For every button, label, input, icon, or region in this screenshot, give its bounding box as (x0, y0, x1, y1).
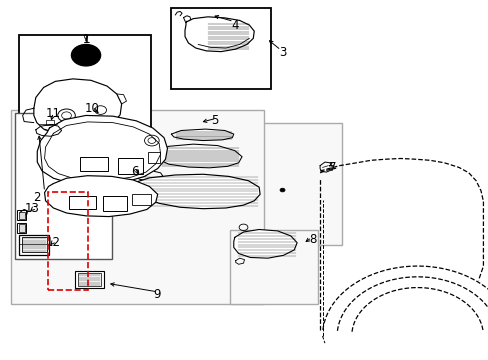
Bar (19, 35, 151, 158)
Text: 7: 7 (328, 161, 335, 174)
Circle shape (71, 44, 101, 66)
Text: 1: 1 (82, 33, 90, 46)
Bar (103, 197, 127, 211)
Text: 13: 13 (25, 202, 40, 215)
Text: 8: 8 (308, 233, 316, 246)
Polygon shape (34, 79, 122, 135)
Bar (45, 121, 54, 126)
Bar (171, 8, 271, 89)
Text: 9: 9 (153, 288, 160, 301)
Bar (15, 113, 112, 259)
Text: 4: 4 (230, 19, 238, 32)
Text: 1: 1 (82, 33, 90, 46)
Bar (80, 157, 108, 171)
Polygon shape (37, 116, 167, 185)
Polygon shape (184, 17, 254, 51)
Text: 12: 12 (46, 236, 61, 249)
Text: 2: 2 (34, 192, 41, 204)
Text: 10: 10 (85, 102, 100, 115)
Bar (17, 223, 26, 233)
Bar (148, 152, 160, 163)
Polygon shape (233, 229, 297, 258)
Circle shape (82, 52, 90, 58)
Bar (78, 273, 101, 286)
Bar (48, 192, 88, 291)
Bar (132, 194, 151, 205)
Bar (22, 237, 46, 252)
Bar (229, 230, 317, 304)
Bar (11, 110, 264, 304)
Bar (17, 210, 26, 220)
Bar (131, 123, 341, 244)
Bar (19, 212, 24, 219)
Bar (19, 225, 24, 231)
Bar (58, 122, 66, 127)
Text: 6: 6 (131, 165, 138, 177)
Polygon shape (44, 176, 158, 217)
Bar (118, 158, 143, 174)
Circle shape (77, 49, 95, 62)
Text: 3: 3 (278, 46, 285, 59)
Circle shape (280, 188, 285, 192)
Text: 11: 11 (46, 107, 61, 120)
Bar (19, 235, 49, 255)
Text: 5: 5 (211, 114, 219, 127)
Bar (75, 271, 104, 288)
Polygon shape (136, 174, 260, 209)
Bar (69, 196, 96, 209)
